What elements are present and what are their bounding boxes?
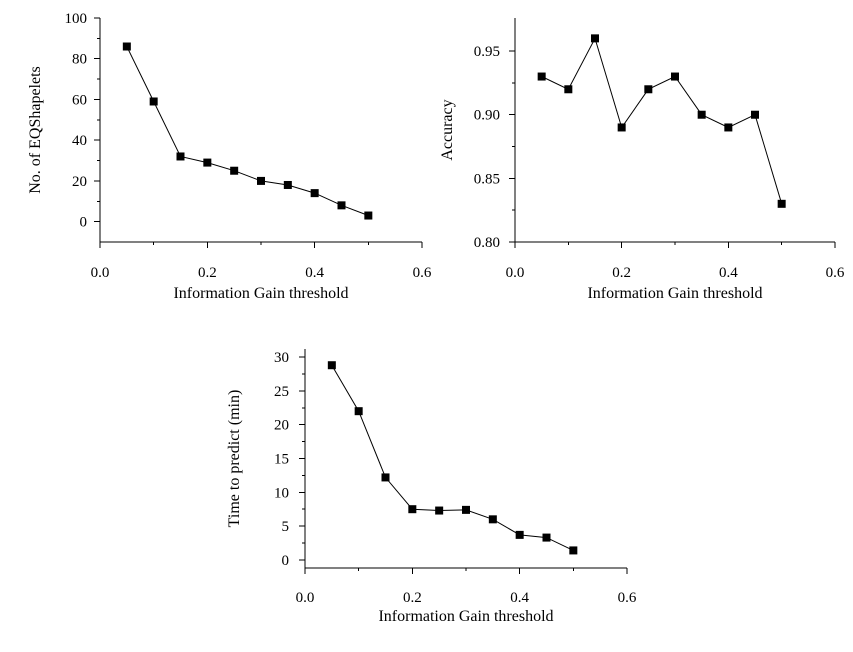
x-tick-label: 0.6 [618,590,637,606]
data-point [364,211,373,220]
y-tick-label: 100 [65,11,88,27]
data-point [515,530,524,539]
data-point [203,158,212,167]
x-tick-label: 0.4 [305,265,324,281]
y-tick-label: 0 [80,215,88,231]
data-point [591,34,599,43]
data-point [644,85,653,94]
data-point [537,72,546,81]
x-tick-label: 0.2 [403,590,422,606]
data-point [569,546,578,555]
x-tick-label: 0.4 [510,590,529,606]
data-point [697,110,706,119]
series-line [126,46,369,216]
data-point [176,152,185,161]
x-tick-label: 0.6 [413,265,432,281]
y-tick-label: 20 [72,174,87,190]
data-point [488,515,497,524]
x-tick-label: 0.2 [612,265,631,281]
y-tick-label: 40 [72,133,87,149]
x-axis-title: Information Gain threshold [173,285,348,302]
data-point [751,110,759,119]
data-point [122,42,131,51]
data-point [617,123,626,132]
x-tick-label: 0.6 [826,265,845,281]
data-point [149,97,158,106]
y-tick-label: 60 [72,92,87,108]
y-tick-label: 0 [282,553,290,569]
x-tick-label: 0.0 [296,590,315,606]
x-tick-label: 0.0 [506,265,525,281]
data-point [310,189,319,198]
y-tick-label: 0.90 [474,108,500,124]
chart-accuracy: 0.0 0.2 0.4 0.6 0.80 0.85 0.90 0.95 Information … [439,18,845,302]
data-point [230,166,239,175]
y-tick-label: 15 [274,452,289,468]
y-tick-label: 0.80 [474,235,500,251]
data-point [257,176,265,185]
data-point [337,201,346,210]
data-point [381,473,390,482]
y-tick-label: 20 [274,418,289,434]
data-point [724,123,733,132]
chart-eqshapelets: 0.0 0.2 0.4 0.6 0 20 40 60 80 100 Information Gain… [27,11,432,302]
data-point [564,85,573,94]
data-point [283,180,292,189]
y-tick-label: 25 [274,384,289,400]
y-tick-label: 0.85 [474,171,500,187]
data-point [777,199,786,208]
data-point [327,361,336,370]
series-line [541,37,783,204]
x-tick-label: 0.4 [719,265,738,281]
data-point [542,533,551,542]
data-point [435,506,444,515]
y-tick-label: 5 [282,519,290,535]
x-axis-title: Information Gain threshold [587,285,762,302]
y-tick-label: 10 [274,485,289,501]
chart-time-to-predict: 0.0 0.2 0.4 0.6 0 5 10 15 20 25 30 Information Gain… [226,349,637,625]
data-point [671,72,679,81]
x-axis-title: Information Gain threshold [378,608,553,625]
data-point [462,505,470,514]
data-point [354,407,363,416]
x-tick-label: 0.2 [198,265,217,281]
y-axis-title: Accuracy [439,99,456,160]
y-tick-label: 0.95 [474,44,500,60]
data-point [408,505,417,514]
y-tick-label: 80 [72,52,87,68]
y-tick-label: 30 [274,350,289,366]
series-line [331,364,574,551]
y-axis-title: Time to predict (min) [226,390,243,528]
y-axis-title: No. of EQShapelets [27,66,44,194]
x-tick-label: 0.0 [91,265,110,281]
